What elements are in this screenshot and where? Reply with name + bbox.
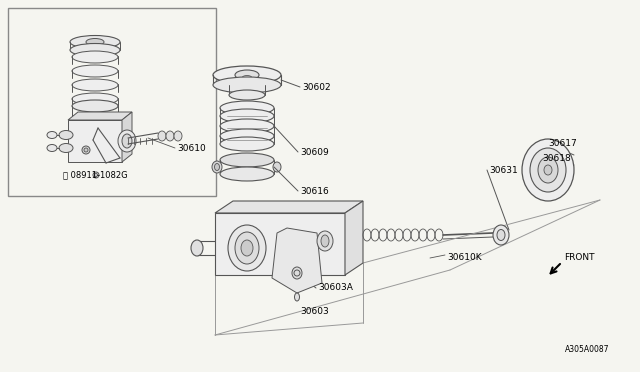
Ellipse shape <box>93 172 99 178</box>
Ellipse shape <box>544 165 552 175</box>
Polygon shape <box>345 201 363 275</box>
Ellipse shape <box>47 144 57 151</box>
Ellipse shape <box>220 101 274 115</box>
Ellipse shape <box>321 235 329 247</box>
Ellipse shape <box>235 70 259 80</box>
Polygon shape <box>215 201 363 213</box>
Ellipse shape <box>84 148 88 152</box>
Ellipse shape <box>317 231 333 251</box>
Ellipse shape <box>493 225 509 245</box>
Ellipse shape <box>70 44 120 57</box>
Ellipse shape <box>292 267 302 279</box>
Text: 30631: 30631 <box>489 166 518 174</box>
Ellipse shape <box>220 129 274 143</box>
Ellipse shape <box>220 119 274 133</box>
Ellipse shape <box>235 232 259 264</box>
Ellipse shape <box>229 90 265 100</box>
Ellipse shape <box>86 38 104 45</box>
Polygon shape <box>272 228 322 293</box>
Ellipse shape <box>530 148 566 192</box>
Ellipse shape <box>47 131 57 138</box>
Ellipse shape <box>122 134 132 148</box>
Ellipse shape <box>59 144 73 153</box>
Ellipse shape <box>72 100 118 112</box>
Ellipse shape <box>538 157 558 183</box>
Text: 30609: 30609 <box>300 148 329 157</box>
Ellipse shape <box>220 109 274 123</box>
Ellipse shape <box>214 164 220 170</box>
Text: 30610K: 30610K <box>447 253 482 263</box>
Ellipse shape <box>220 153 274 167</box>
Ellipse shape <box>273 162 281 172</box>
Ellipse shape <box>158 131 166 141</box>
Text: A305A0087: A305A0087 <box>565 346 609 355</box>
Text: 30618: 30618 <box>542 154 571 163</box>
Ellipse shape <box>212 161 222 173</box>
Ellipse shape <box>242 76 252 80</box>
Ellipse shape <box>220 167 274 181</box>
Text: 30603: 30603 <box>300 308 329 317</box>
Polygon shape <box>68 112 132 120</box>
Ellipse shape <box>59 131 73 140</box>
Ellipse shape <box>174 131 182 141</box>
Ellipse shape <box>220 137 274 151</box>
Ellipse shape <box>118 130 136 152</box>
Ellipse shape <box>82 146 90 154</box>
Ellipse shape <box>213 66 281 84</box>
Text: Ⓝ 08911-1082G: Ⓝ 08911-1082G <box>63 170 127 180</box>
Text: 30602: 30602 <box>302 83 331 92</box>
Ellipse shape <box>72 79 118 91</box>
Polygon shape <box>215 213 345 275</box>
Ellipse shape <box>166 131 174 141</box>
Bar <box>8 8 216 196</box>
Text: FRONT: FRONT <box>564 253 595 262</box>
Text: 30617: 30617 <box>548 138 577 148</box>
Ellipse shape <box>72 51 118 63</box>
Text: 30603A: 30603A <box>318 283 353 292</box>
Ellipse shape <box>72 122 118 134</box>
Ellipse shape <box>228 225 266 271</box>
Ellipse shape <box>72 93 118 105</box>
Ellipse shape <box>497 230 505 241</box>
Ellipse shape <box>294 293 300 301</box>
Ellipse shape <box>522 139 574 201</box>
Ellipse shape <box>241 240 253 256</box>
Ellipse shape <box>191 240 203 256</box>
Ellipse shape <box>95 173 97 176</box>
Text: 30616: 30616 <box>300 186 329 196</box>
Polygon shape <box>68 120 122 162</box>
Polygon shape <box>122 112 132 162</box>
Ellipse shape <box>294 270 300 276</box>
Ellipse shape <box>213 77 281 93</box>
Text: 30610: 30610 <box>177 144 205 153</box>
Ellipse shape <box>72 65 118 77</box>
Ellipse shape <box>70 35 120 48</box>
